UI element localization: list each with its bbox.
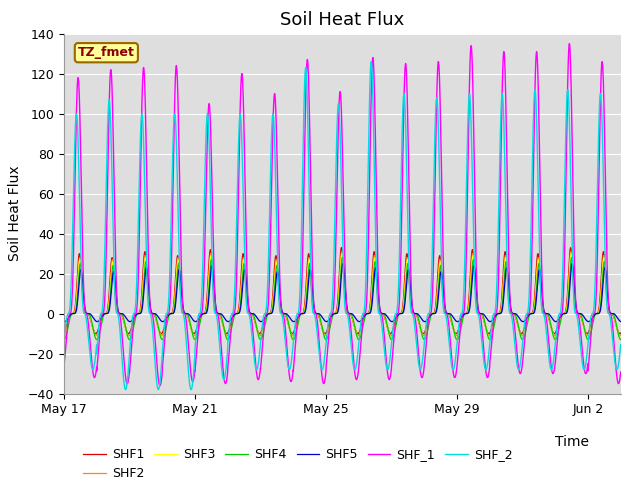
SHF5	[61, 319, 68, 324]
SHF1	[92, 331, 100, 336]
Line: SHF5: SHF5	[64, 264, 621, 322]
SHF_1	[403, 64, 410, 70]
SHF3	[111, 278, 118, 284]
SHF_1	[149, 313, 157, 319]
Line: SHF3: SHF3	[64, 253, 621, 337]
SHF2	[149, 311, 157, 316]
SHF2	[176, 277, 184, 283]
SHF2	[92, 333, 100, 338]
Text: Time: Time	[555, 435, 589, 449]
Line: SHF_1: SHF_1	[64, 44, 621, 385]
SHF_1	[176, 206, 184, 212]
SHF4	[176, 270, 184, 276]
SHF1	[617, 330, 625, 336]
SHF5	[149, 311, 157, 316]
SHF4	[403, 276, 410, 282]
SHF_2	[403, 145, 410, 151]
SHF2	[60, 332, 68, 338]
Legend: SHF1, SHF2, SHF3, SHF4, SHF5, SHF_1, SHF_2: SHF1, SHF2, SHF3, SHF4, SHF5, SHF_1, SHF…	[78, 443, 518, 480]
Line: SHF4: SHF4	[64, 258, 621, 339]
SHF_1	[60, 363, 68, 369]
SHF1	[176, 282, 184, 288]
SHF5	[458, 314, 466, 320]
Line: SHF1: SHF1	[64, 248, 621, 334]
SHF3	[396, 311, 404, 316]
SHF5	[176, 271, 184, 277]
SHF_2	[458, 311, 466, 316]
SHF_2	[617, 342, 625, 348]
Line: SHF_2: SHF_2	[64, 61, 621, 390]
SHF_1	[458, 313, 466, 319]
SHF2	[617, 333, 625, 338]
Text: TZ_fmet: TZ_fmet	[78, 46, 135, 59]
SHF3	[458, 318, 466, 324]
Title: Soil Heat Flux: Soil Heat Flux	[280, 11, 404, 29]
SHF2	[338, 249, 346, 254]
SHF3	[149, 311, 157, 316]
SHF_2	[122, 387, 129, 393]
SHF1	[337, 245, 345, 251]
SHF1	[111, 287, 118, 292]
SHF3	[617, 335, 625, 340]
SHF1	[149, 311, 157, 316]
Y-axis label: Soil Heat Flux: Soil Heat Flux	[8, 166, 22, 262]
SHF2	[396, 311, 404, 316]
SHF3	[403, 267, 410, 273]
SHF5	[617, 319, 625, 324]
SHF_2	[111, 286, 118, 291]
SHF5	[60, 319, 68, 324]
SHF2	[458, 316, 466, 322]
SHF5	[403, 285, 410, 291]
SHF5	[339, 261, 347, 266]
SHF_2	[396, 214, 404, 220]
SHF2	[403, 261, 410, 267]
SHF_1	[566, 41, 573, 47]
SHF_2	[176, 285, 184, 290]
SHF3	[338, 251, 346, 256]
SHF4	[111, 275, 118, 280]
SHF4	[339, 255, 346, 261]
SHF_2	[367, 59, 375, 64]
SHF3	[176, 273, 184, 279]
SHF4	[396, 311, 404, 316]
SHF1	[403, 254, 410, 260]
SHF2	[111, 282, 118, 288]
Line: SHF2: SHF2	[64, 252, 621, 336]
SHF_1	[111, 214, 118, 220]
SHF_2	[149, 329, 157, 335]
SHF3	[93, 335, 100, 340]
SHF_1	[156, 383, 164, 388]
SHF4	[60, 336, 68, 342]
SHF_1	[617, 369, 625, 375]
SHF5	[111, 275, 118, 281]
SHF1	[60, 330, 68, 336]
SHF5	[396, 311, 404, 316]
SHF4	[458, 320, 466, 326]
SHF3	[60, 335, 68, 340]
SHF_1	[396, 279, 404, 285]
SHF1	[396, 311, 404, 316]
SHF1	[458, 314, 466, 320]
SHF_2	[60, 340, 68, 346]
SHF4	[149, 311, 157, 316]
SHF4	[617, 336, 625, 342]
